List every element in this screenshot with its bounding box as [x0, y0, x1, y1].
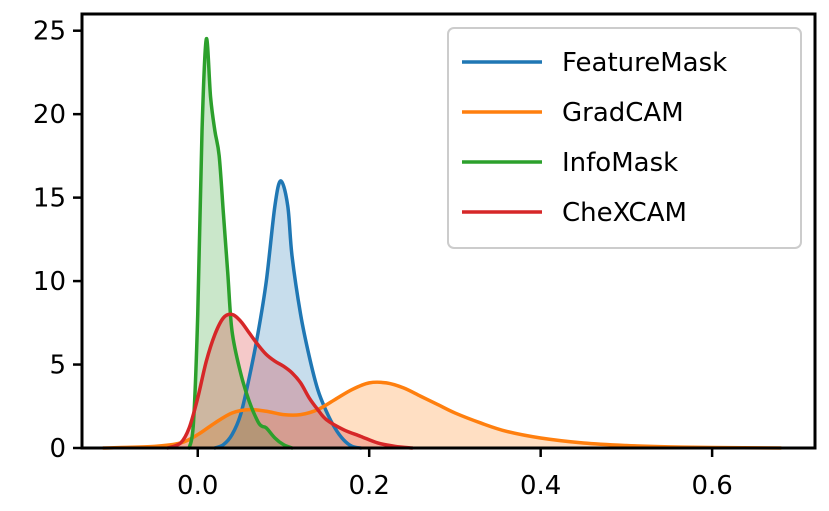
line-infomask — [187, 37, 294, 450]
legend-label-chexcam: CheXCAM — [562, 198, 687, 228]
legend-label-featuremask: FeatureMask — [562, 48, 727, 78]
y-tick-label: 0 — [49, 434, 66, 464]
x-tick-label: 0.0 — [177, 471, 218, 501]
area-gradcam — [103, 382, 781, 448]
x-tick-label: 0.6 — [691, 471, 732, 501]
y-tick-label: 20 — [33, 100, 66, 130]
y-axis-ticks: 0 5 10 15 20 25 — [33, 17, 82, 464]
series-lines — [101, 37, 783, 450]
plot-frame — [80, 12, 817, 450]
legend-label-infomask: InfoMask — [562, 148, 678, 178]
y-tick-label: 25 — [33, 17, 66, 47]
legend: FeatureMask GradCAM InfoMask CheXCAM — [447, 27, 802, 249]
y-tick-label: 15 — [33, 184, 66, 214]
line-chexcam — [165, 312, 414, 450]
line-gradcam — [101, 380, 783, 450]
x-tick-label: 0.2 — [349, 471, 390, 501]
area-infomask — [189, 38, 293, 448]
legend-box — [447, 27, 802, 249]
y-tick-label: 10 — [33, 267, 66, 297]
line-featuremask — [213, 179, 363, 450]
area-featuremask — [214, 180, 361, 449]
x-tick-label: 0.4 — [520, 471, 561, 501]
legend-label-gradcam: GradCAM — [562, 98, 684, 128]
x-axis-ticks: 0.0 0.2 0.4 0.6 — [177, 448, 733, 501]
y-tick-label: 5 — [49, 351, 66, 381]
